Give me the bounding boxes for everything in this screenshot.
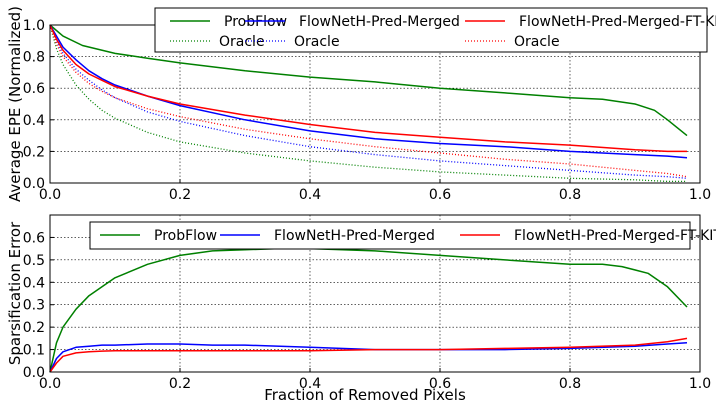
top-y-axis-label: Average EPE (Normalized) [6,6,24,202]
bottom-series-flowneth-pred-merged-line [49,342,688,373]
top-x-tick-label: 0.4 [299,187,321,203]
bottom-plot-frame [49,214,701,373]
bottom-x-ticks: 0.0 0.2 0.4 0.6 0.8 1.0 [39,368,711,392]
top-y-ticks: 0.0 0.2 0.4 0.6 0.8 1.0 [23,18,54,192]
top-x-tick-label: 0.8 [559,187,581,203]
top-y-tick-label: 0.0 [23,176,45,192]
bottom-legend: ProbFlow FlowNetH-Pred-Merged FlowNetH-Pre… [89,221,716,250]
bottom-y-axis-label: Sparsification Error [6,221,24,365]
top-x-tick-label: 0.6 [429,187,451,203]
bottom-legend-label: ProbFlow [154,228,217,244]
top-legend-box [154,7,708,53]
top-series-oracle-dotted-line [49,24,688,178]
bottom-y-tick-label: 0.0 [23,365,45,381]
top-x-tick-label: 1.0 [689,187,711,203]
top-y-tick-label: 0.8 [23,50,45,66]
top-chart-panel: 0.0 0.2 0.4 0.6 0.8 1.0 0.0 0.2 0.4 0.6 0.8 1.0 Av… [6,6,716,203]
bottom-x-tick-label: 0.0 [39,376,61,392]
bottom-legend-label: FlowNetH-Pred-Merged-FT-KITTI [514,228,716,244]
top-series-lines [49,24,688,183]
bottom-y-tick-label: 0.2 [23,320,45,336]
bottom-x-tick-label: 0.6 [429,376,451,392]
top-legend-label: FlowNetH-Pred-Merged-FT-KITTI [519,14,716,30]
bottom-series-flowneth-pred-merged-ft-kitti-line [49,337,688,373]
bottom-x-tick-label: 0.2 [169,376,191,392]
top-x-ticks: 0.0 0.2 0.4 0.6 0.8 1.0 [39,179,711,203]
bottom-x-axis-label: Fraction of Removed Pixels [264,386,466,404]
bottom-y-tick-label: 0.6 [23,230,45,246]
bottom-y-tick-label: 0.3 [23,298,45,314]
bottom-legend-label: FlowNetH-Pred-Merged [274,228,435,244]
top-series-flowneth-pred-merged-ft-kitti-line [49,24,687,153]
top-legend-label: Oracle [514,34,560,50]
top-legend-label: ProbFlow [224,14,287,30]
top-x-tick-label: 0.0 [39,187,61,203]
bottom-y-tick-label: 0.4 [23,275,45,291]
top-legend-label: Oracle [294,34,340,50]
top-y-tick-label: 0.4 [23,113,45,129]
top-series-oracle-dotted-line [49,24,688,179]
bottom-x-tick-label: 1.0 [689,376,711,392]
bottom-chart-panel: 0.0 0.2 0.4 0.6 0.8 1.0 0.0 0.1 0.2 0.3 0.4 0.5 0.6… [6,214,716,404]
top-series-oracle-dotted-line [49,24,687,183]
bottom-x-tick-label: 0.8 [559,376,581,392]
top-series-probflow-line [49,24,688,137]
top-y-tick-label: 1.0 [23,18,45,34]
top-y-tick-label: 0.2 [23,144,45,160]
top-y-tick-label: 0.6 [23,81,45,97]
top-x-tick-label: 0.2 [169,187,191,203]
bottom-series-probflow-line [49,247,688,373]
bottom-y-tick-label: 0.1 [23,343,45,359]
bottom-series-lines [49,247,688,373]
bottom-x-tick-label: 0.4 [299,376,321,392]
bottom-y-tick-label: 0.5 [23,253,45,269]
top-legend-label: Oracle [219,34,265,50]
top-series-flowneth-pred-merged-line [49,24,688,159]
bottom-legend-box [89,221,691,250]
bottom-grid [50,215,700,372]
bottom-y-ticks: 0.0 0.1 0.2 0.3 0.4 0.5 0.6 [23,230,54,381]
top-legend: ProbFlow Oracle FlowNetH-Pred-Merged Oracle… [154,7,716,53]
top-legend-label: FlowNetH-Pred-Merged [299,14,460,30]
